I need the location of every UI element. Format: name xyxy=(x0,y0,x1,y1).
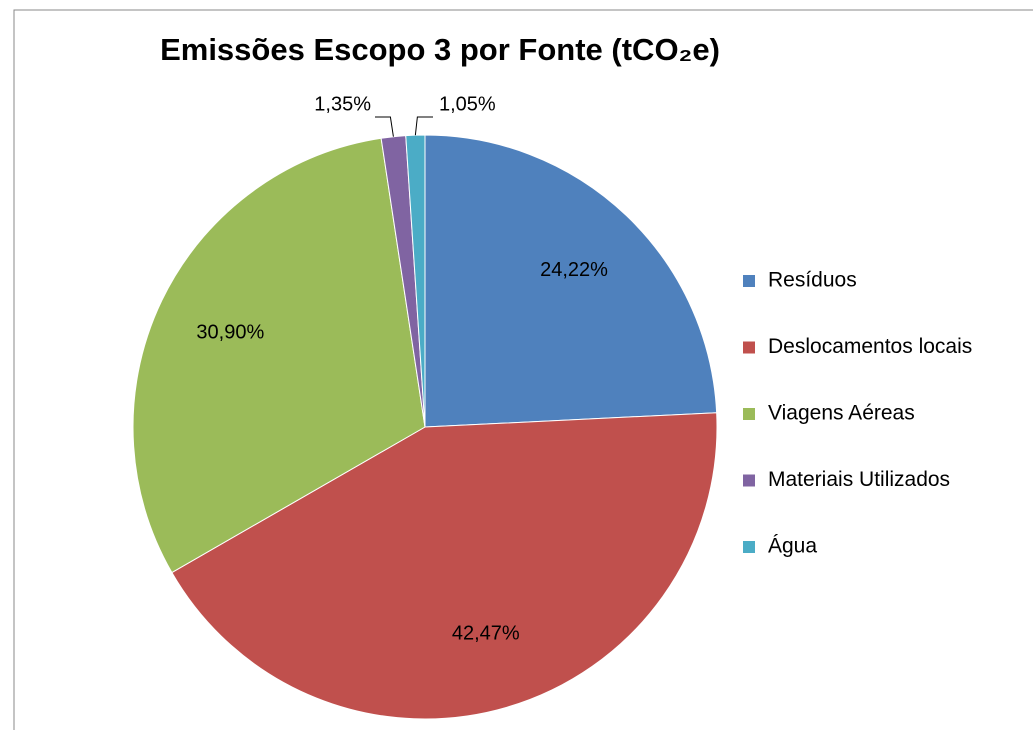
data-label: 1,35% xyxy=(314,93,371,115)
legend-label: Resíduos xyxy=(768,269,857,292)
chart-title: Emissões Escopo 3 por Fonte (tCO₂e) xyxy=(160,32,720,67)
legend-swatch xyxy=(743,275,755,287)
data-label: 30,90% xyxy=(196,321,264,343)
legend-swatch xyxy=(743,408,755,420)
leader-line xyxy=(375,116,394,137)
data-label: 42,47% xyxy=(452,623,520,645)
legend-label: Deslocamentos locais xyxy=(768,335,972,358)
data-label: 1,05% xyxy=(439,93,496,115)
legend-label: Materiais Utilizados xyxy=(768,468,950,491)
legend-label: Viagens Aéreas xyxy=(768,402,915,425)
pie-slice xyxy=(132,137,426,574)
pie-slice xyxy=(424,134,718,428)
pie-slice xyxy=(171,412,718,720)
legend-swatch xyxy=(743,541,755,553)
legend-swatch xyxy=(743,341,755,354)
data-label: 24,22% xyxy=(540,259,608,281)
leader-line xyxy=(414,116,433,136)
legend-label: Água xyxy=(768,535,817,558)
legend-swatch xyxy=(743,474,755,487)
